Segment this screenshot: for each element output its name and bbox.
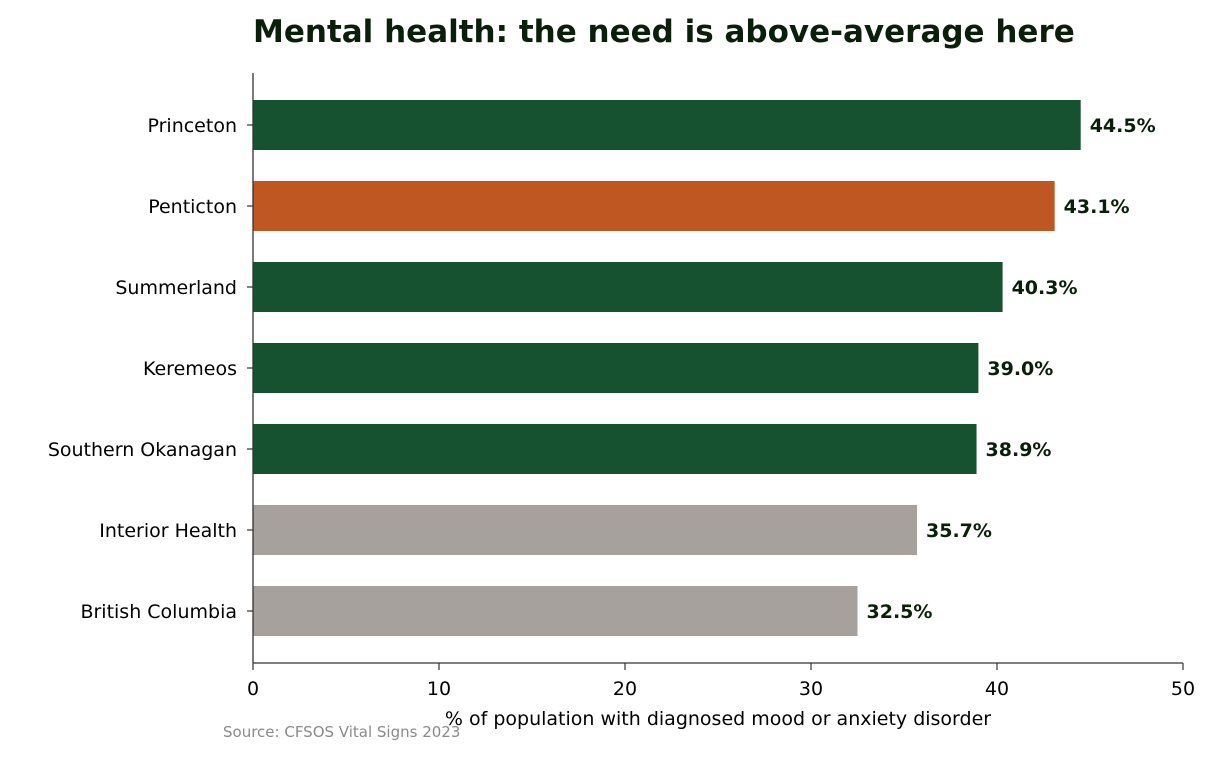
x-axis-label: % of population with diagnosed mood or a… (445, 708, 991, 730)
bar-interior-health (253, 505, 918, 555)
category-label: Southern Okanagan (48, 439, 237, 461)
value-label: 39.0% (987, 358, 1053, 380)
category-labels-group: Princeton Penticton Summerland Keremeos Sout… (48, 115, 253, 623)
value-label: 38.9% (986, 439, 1052, 461)
source-note: Source: CFSOS Vital Signs 2023 (223, 723, 460, 741)
category-label: Keremeos (143, 358, 237, 380)
category-label: Penticton (148, 196, 237, 218)
value-label: 44.5% (1090, 115, 1156, 137)
bar-princeton (253, 100, 1081, 150)
x-tick-label: 40 (985, 678, 1009, 700)
bar-british-columbia (253, 586, 858, 636)
x-tick-label: 30 (799, 678, 823, 700)
bar-summerland (253, 262, 1003, 312)
category-label: British Columbia (80, 601, 237, 623)
value-label: 35.7% (926, 520, 992, 542)
bar-southern-okanagan (253, 424, 977, 474)
bar-penticton (253, 181, 1055, 231)
bars-group (253, 100, 1081, 636)
category-label: Princeton (147, 115, 237, 137)
value-label: 43.1% (1064, 196, 1130, 218)
category-label: Summerland (115, 277, 237, 299)
x-tick-label: 0 (247, 678, 259, 700)
x-tick-label: 20 (613, 678, 637, 700)
x-tick-label: 50 (1171, 678, 1195, 700)
x-tick-label: 10 (427, 678, 451, 700)
chart-title: Mental health: the need is above-average… (253, 14, 1075, 50)
bar-keremeos (253, 343, 979, 393)
value-label: 32.5% (867, 601, 933, 623)
value-labels-group: 44.5% 43.1% 40.3% 39.0% 38.9% 35.7% 32.5% (867, 115, 1156, 623)
x-ticks-group: 0 10 20 30 40 50 (247, 663, 1195, 700)
value-label: 40.3% (1012, 277, 1078, 299)
category-label: Interior Health (99, 520, 237, 542)
